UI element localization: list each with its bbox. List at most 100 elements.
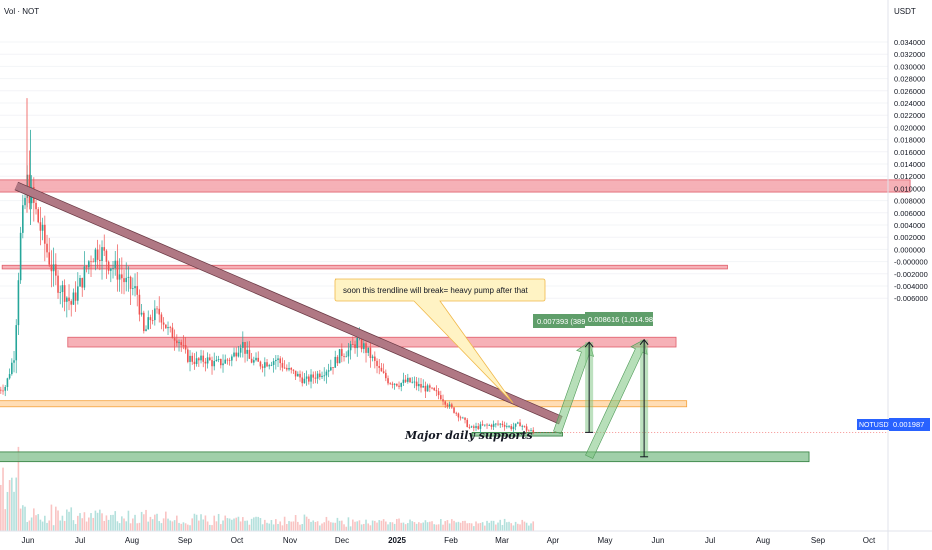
candle-body	[233, 352, 235, 357]
volume-bar	[81, 518, 84, 531]
volume-bar	[41, 521, 44, 531]
volume-bar	[270, 520, 273, 531]
volume-bar	[448, 523, 451, 531]
y-tick-label: 0.006000	[894, 209, 925, 218]
volume-bar	[393, 523, 396, 531]
candle-body	[244, 341, 246, 354]
candle-body	[380, 367, 383, 372]
candle-body	[19, 232, 22, 281]
candle-body	[15, 325, 18, 361]
volume-bar	[283, 516, 286, 531]
x-tick-label: May	[597, 536, 612, 545]
candle-body	[182, 345, 185, 346]
candle-body	[123, 278, 125, 283]
candle-body	[459, 417, 462, 419]
zone-upper-resistance	[0, 179, 911, 193]
volume-bar	[114, 511, 117, 531]
volume-bar	[477, 523, 480, 531]
volume-bar	[250, 518, 253, 531]
y-tick-label: 0.004000	[894, 221, 925, 230]
candle-body	[2, 390, 4, 392]
candle-body	[294, 370, 297, 377]
y-tick-label: 0.028000	[894, 75, 925, 84]
candle-body	[444, 401, 447, 405]
projection-arrows[interactable]	[553, 339, 648, 459]
trendline-group[interactable]	[14, 181, 563, 425]
volume-bar	[48, 520, 51, 531]
volume-bar	[66, 509, 68, 531]
volume-bar	[68, 511, 70, 531]
candle-body	[387, 378, 389, 384]
candle-body	[250, 358, 253, 363]
y-tick-label: -0.002000	[894, 270, 928, 279]
volume-bar	[413, 522, 416, 531]
volume-bar	[486, 520, 488, 531]
x-tick-label: Jun	[652, 536, 665, 545]
candle-body	[237, 352, 240, 357]
measure-head-2	[639, 338, 649, 345]
projection-arrow-2	[585, 339, 648, 459]
volume-bar	[525, 522, 528, 531]
indicator-label[interactable]: Vol · NOT	[4, 7, 39, 16]
volume-bar	[365, 519, 367, 531]
volume-bar	[198, 520, 200, 531]
currency-label[interactable]: USDT	[894, 7, 916, 16]
candle-body	[96, 249, 99, 260]
y-tick-label: 0.034000	[894, 38, 925, 47]
candle-body	[151, 320, 154, 321]
candle-body	[110, 268, 112, 271]
candle-body	[70, 301, 73, 305]
x-tick-label: Aug	[756, 536, 770, 545]
volume-bar	[191, 518, 194, 531]
candle-body	[413, 381, 416, 383]
volume-bar	[415, 523, 418, 531]
candle-body	[525, 426, 528, 431]
volume-bar	[310, 521, 312, 531]
y-tick-label: -0.006000	[894, 294, 928, 303]
candle-body	[409, 377, 411, 383]
horizontal-zones[interactable]	[0, 179, 911, 463]
candle-body	[187, 349, 189, 362]
candle-body	[321, 375, 323, 378]
candle-body	[50, 264, 53, 272]
candle-body	[305, 376, 308, 379]
callout[interactable]: soon this trendline will break= heavy pu…	[334, 278, 546, 404]
y-tick-label: 0.020000	[894, 123, 925, 132]
candle-body	[488, 425, 491, 426]
candle-body	[431, 387, 433, 389]
volume-bar	[154, 514, 156, 531]
volume-bar	[420, 523, 422, 531]
candle-body	[376, 360, 378, 367]
y-axis[interactable]: 0.034000 0.032000 0.030000 0.028000 0.026000…	[894, 38, 928, 303]
volume-bar	[530, 523, 532, 531]
candle-body	[169, 327, 172, 328]
candle-body	[389, 383, 392, 385]
volume-bar	[182, 522, 185, 531]
candle-body	[297, 373, 299, 377]
volume-bar	[77, 515, 79, 531]
candle-body	[286, 367, 288, 370]
volume-bar	[57, 510, 59, 531]
volume-bar	[15, 477, 18, 531]
candle-body	[411, 381, 414, 383]
volume-bar	[129, 523, 132, 531]
price-tag-value-box	[889, 418, 930, 431]
candle-body	[486, 424, 488, 426]
candle-body	[279, 358, 282, 364]
candle-body	[369, 347, 372, 359]
volume-bar	[195, 514, 198, 531]
candle-body	[171, 327, 174, 339]
candle-body	[484, 424, 486, 426]
volume-bar	[39, 519, 42, 531]
y-tick-label: 0.032000	[894, 50, 925, 59]
candle-body	[374, 356, 376, 361]
price-tag[interactable]: NOTUSDT 0.001987	[857, 418, 930, 431]
volume-bar	[382, 519, 385, 531]
x-axis[interactable]: Jun Jul Aug Sep Oct Nov Dec 2025 Feb Mar Apr May Jun…	[22, 536, 876, 545]
candle-body	[184, 345, 187, 350]
volume-bar	[367, 523, 370, 531]
volume-bar	[523, 521, 526, 531]
volume-bar	[138, 522, 141, 531]
